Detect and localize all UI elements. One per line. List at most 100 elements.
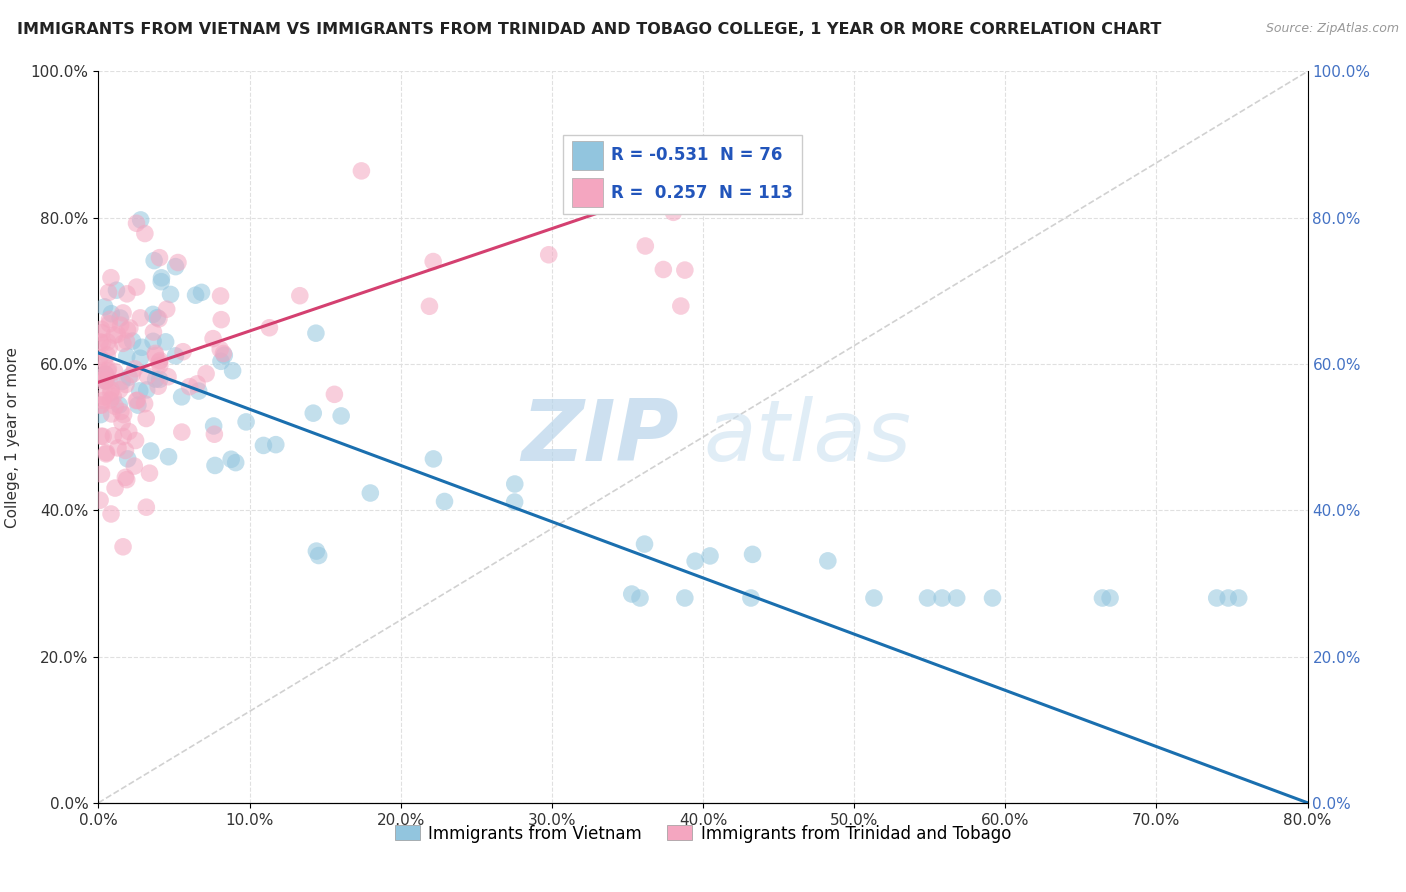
- Point: [89, 363, 111, 377]
- Point: [817, 554, 839, 568]
- Point: [620, 587, 643, 601]
- Point: [98, 393, 121, 408]
- Point: [89, 398, 111, 412]
- Text: Source: ZipAtlas.com: Source: ZipAtlas.com: [1265, 22, 1399, 36]
- Point: [148, 355, 170, 369]
- Legend: Immigrants from Vietnam, Immigrants from Trinidad and Tobago: Immigrants from Vietnam, Immigrants from…: [388, 818, 1018, 849]
- Point: [91, 393, 114, 408]
- Point: [117, 323, 139, 337]
- Point: [155, 334, 177, 349]
- Point: [100, 385, 122, 400]
- Point: [305, 326, 328, 341]
- Point: [179, 379, 201, 393]
- Point: [139, 444, 162, 458]
- Point: [94, 374, 117, 388]
- Point: [1218, 591, 1240, 605]
- Point: [157, 450, 180, 464]
- Point: [100, 270, 122, 285]
- Point: [202, 419, 225, 434]
- Point: [118, 321, 141, 335]
- Point: [129, 310, 152, 325]
- Point: [195, 367, 218, 381]
- Point: [633, 537, 655, 551]
- Point: [129, 213, 152, 227]
- Point: [97, 285, 120, 300]
- Point: [134, 227, 156, 241]
- Point: [662, 205, 685, 219]
- Point: [90, 467, 112, 482]
- Point: [97, 334, 120, 349]
- Point: [103, 389, 125, 403]
- Point: [564, 189, 586, 203]
- Point: [150, 270, 173, 285]
- Point: [156, 302, 179, 317]
- Point: [121, 334, 143, 348]
- Point: [359, 486, 381, 500]
- Point: [96, 445, 118, 459]
- Point: [111, 416, 134, 430]
- Point: [89, 334, 111, 349]
- Point: [202, 427, 225, 442]
- Point: [127, 393, 149, 408]
- Point: [103, 429, 125, 443]
- Text: ZIP: ZIP: [522, 395, 679, 479]
- Point: [94, 367, 117, 381]
- Point: [209, 343, 232, 357]
- Point: [93, 300, 115, 314]
- Point: [90, 326, 112, 340]
- Text: atlas: atlas: [703, 395, 911, 479]
- Point: [170, 390, 193, 404]
- Point: [1205, 591, 1227, 605]
- Point: [219, 452, 242, 467]
- Point: [112, 408, 135, 422]
- Point: [673, 263, 696, 277]
- Point: [124, 361, 146, 376]
- Point: [143, 253, 166, 268]
- Point: [148, 251, 170, 265]
- Point: [305, 544, 328, 558]
- Point: [142, 307, 165, 321]
- Point: [129, 351, 152, 366]
- Point: [115, 334, 138, 349]
- Point: [98, 317, 121, 331]
- Point: [1227, 591, 1250, 605]
- Point: [118, 370, 141, 384]
- Point: [100, 407, 122, 421]
- Point: [148, 379, 170, 393]
- Point: [114, 443, 136, 458]
- Point: [112, 306, 135, 320]
- FancyBboxPatch shape: [572, 178, 603, 207]
- Point: [111, 336, 134, 351]
- Point: [259, 320, 281, 334]
- Point: [537, 248, 560, 262]
- Text: R = -0.531  N = 76: R = -0.531 N = 76: [610, 146, 782, 164]
- Point: [145, 372, 167, 386]
- Point: [121, 368, 143, 382]
- Point: [94, 367, 117, 381]
- Y-axis label: College, 1 year or more: College, 1 year or more: [4, 347, 20, 527]
- Point: [125, 393, 148, 408]
- Point: [308, 549, 330, 563]
- Point: [422, 254, 444, 268]
- Point: [150, 275, 173, 289]
- Point: [107, 441, 129, 455]
- Point: [136, 368, 159, 383]
- Point: [90, 408, 112, 422]
- Point: [172, 344, 194, 359]
- Point: [669, 299, 692, 313]
- Point: [108, 383, 131, 397]
- Point: [652, 262, 675, 277]
- Point: [148, 311, 170, 326]
- Point: [117, 451, 139, 466]
- Point: [112, 429, 135, 443]
- Point: [115, 286, 138, 301]
- Point: [863, 591, 886, 605]
- Point: [110, 318, 132, 333]
- Point: [146, 310, 169, 325]
- Point: [110, 404, 132, 418]
- Point: [503, 477, 526, 491]
- Point: [165, 349, 187, 363]
- Point: [917, 591, 939, 605]
- Point: [93, 354, 115, 368]
- Point: [94, 447, 117, 461]
